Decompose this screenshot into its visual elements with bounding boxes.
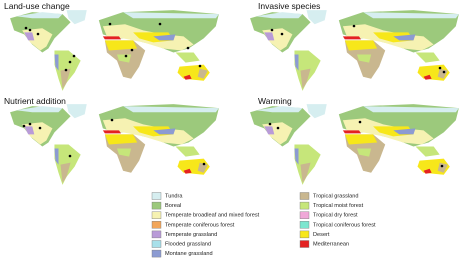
legend-label: Temperate grassland	[165, 232, 217, 238]
legend-swatch	[299, 221, 310, 229]
legend-label: Tropical grassland	[313, 193, 359, 199]
legend-swatch	[151, 192, 162, 200]
map-panel: Warming	[250, 96, 459, 185]
site-dots	[24, 22, 202, 72]
legend-swatch	[151, 211, 162, 219]
legend-label: Mediterranean	[313, 241, 349, 247]
site-dots	[268, 120, 444, 168]
legend-label: Temperate broadleaf and mixed forest	[165, 213, 260, 219]
map-panel: Land-use change	[4, 1, 219, 91]
legend-item: Boreal	[151, 201, 181, 210]
legend-label: Tropical coniferous forest	[313, 222, 376, 228]
panel-title: Invasive species	[258, 1, 320, 11]
legend-swatch	[299, 240, 310, 248]
legend-label: Temperate coniferous forest	[165, 222, 235, 228]
map-panel: Nutrient addition	[4, 96, 219, 185]
legend-swatch	[151, 230, 162, 239]
legend-label: Tropical dry forest	[313, 213, 358, 219]
panel-title: Land-use change	[4, 1, 70, 11]
legend-swatch	[151, 201, 162, 210]
legend-swatch	[299, 201, 310, 210]
panel-title: Nutrient addition	[4, 96, 66, 106]
legend-swatch	[299, 192, 310, 200]
legend-swatch	[151, 240, 162, 248]
legend: Tundra Boreal Temperate broadleaf and mixe…	[151, 192, 376, 258]
legend-swatch	[151, 221, 162, 229]
legend-item: Desert	[299, 230, 330, 239]
legend-item: Mediterranean	[299, 240, 349, 248]
legend-swatch	[299, 230, 310, 239]
legend-item: Tropical moist forest	[299, 201, 364, 210]
legend-swatch	[151, 249, 162, 258]
site-dots	[270, 24, 446, 74]
legend-label: Flooded grassland	[165, 241, 211, 247]
legend-item: Tundra	[151, 192, 183, 200]
legend-label: Montane grassland	[165, 251, 213, 257]
legend-item: Temperate broadleaf and mixed forest	[151, 211, 260, 219]
legend-label: Boreal	[165, 203, 181, 209]
legend-item: Tropical dry forest	[299, 211, 358, 219]
site-dots	[22, 118, 206, 166]
legend-item: Temperate grassland	[151, 230, 217, 239]
legend-label: Desert	[313, 232, 330, 238]
legend-item: Tropical grassland	[299, 192, 359, 200]
legend-item: Tropical coniferous forest	[299, 221, 376, 229]
legend-item: Montane grassland	[151, 249, 213, 258]
map-panel: Invasive species	[250, 1, 459, 91]
legend-item: Temperate coniferous forest	[151, 221, 235, 229]
legend-item: Flooded grassland	[151, 240, 211, 248]
legend-label: Tundra	[165, 193, 183, 199]
panel-title: Warming	[258, 96, 292, 106]
legend-label: Tropical moist forest	[313, 203, 364, 209]
legend-swatch	[299, 211, 310, 219]
